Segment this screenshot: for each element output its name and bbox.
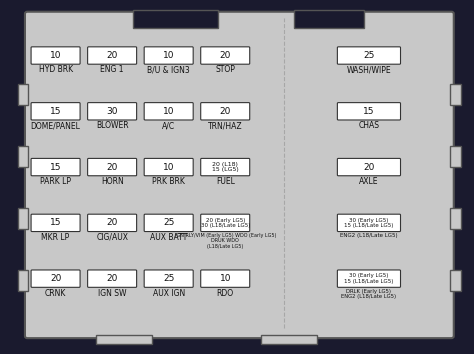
- Text: CRNK: CRNK: [45, 289, 66, 298]
- FancyBboxPatch shape: [88, 103, 137, 120]
- FancyBboxPatch shape: [31, 103, 80, 120]
- Text: PARK LP: PARK LP: [40, 177, 71, 186]
- Text: 25: 25: [163, 218, 174, 227]
- FancyBboxPatch shape: [144, 47, 193, 64]
- Text: 30: 30: [106, 107, 118, 116]
- FancyBboxPatch shape: [144, 270, 193, 287]
- FancyBboxPatch shape: [201, 214, 250, 232]
- Text: 15: 15: [50, 107, 61, 116]
- Text: CIG/AUX: CIG/AUX: [96, 233, 128, 242]
- Text: 10: 10: [50, 51, 61, 60]
- Bar: [96, 335, 152, 343]
- FancyBboxPatch shape: [31, 214, 80, 232]
- Text: AXLE: AXLE: [359, 177, 379, 186]
- FancyBboxPatch shape: [88, 214, 137, 232]
- Text: 20 (L18)
15 (LG5): 20 (L18) 15 (LG5): [212, 162, 238, 172]
- Bar: [261, 335, 317, 343]
- FancyBboxPatch shape: [201, 47, 250, 64]
- FancyBboxPatch shape: [201, 158, 250, 176]
- Text: 20: 20: [107, 162, 118, 172]
- FancyBboxPatch shape: [337, 214, 401, 232]
- Text: 20: 20: [50, 274, 61, 283]
- Text: 10: 10: [163, 162, 174, 172]
- FancyBboxPatch shape: [144, 158, 193, 176]
- Text: TRN/HAZ: TRN/HAZ: [208, 121, 243, 130]
- Bar: [18, 84, 28, 105]
- Text: 30 (Early LG5)
15 (L18/Late LG5): 30 (Early LG5) 15 (L18/Late LG5): [344, 218, 393, 228]
- Text: HORN: HORN: [101, 177, 124, 186]
- FancyBboxPatch shape: [201, 270, 250, 287]
- Bar: [133, 10, 218, 28]
- FancyBboxPatch shape: [337, 103, 401, 120]
- Text: 20: 20: [107, 274, 118, 283]
- Text: FUEL: FUEL: [216, 177, 235, 186]
- Bar: [18, 146, 28, 167]
- Bar: [450, 270, 461, 291]
- Text: B/U & IGN3: B/U & IGN3: [147, 65, 190, 74]
- FancyBboxPatch shape: [25, 12, 454, 338]
- Text: 25: 25: [163, 274, 174, 283]
- Text: STOP: STOP: [215, 65, 235, 74]
- Text: A/C: A/C: [162, 121, 175, 130]
- FancyBboxPatch shape: [88, 47, 137, 64]
- Text: HYD BRK: HYD BRK: [38, 65, 73, 74]
- Bar: [450, 84, 461, 105]
- Text: IGN RLY/VIM (Early LG5) WDO (Early LG5)
DRUK WDO
(L18/Late LG5): IGN RLY/VIM (Early LG5) WDO (Early LG5) …: [174, 233, 276, 249]
- FancyBboxPatch shape: [31, 158, 80, 176]
- FancyBboxPatch shape: [88, 158, 137, 176]
- Text: AUX IGN: AUX IGN: [153, 289, 185, 298]
- Bar: [18, 208, 28, 229]
- Text: 20: 20: [363, 162, 374, 172]
- Bar: [293, 10, 364, 28]
- Text: 15: 15: [363, 107, 374, 116]
- Text: 30 (Early LG5)
15 (L18/Late LG5): 30 (Early LG5) 15 (L18/Late LG5): [344, 273, 393, 284]
- FancyBboxPatch shape: [201, 103, 250, 120]
- Text: 10: 10: [163, 51, 174, 60]
- Text: 20 (Early LG5)
30 (L18/Late LG5): 20 (Early LG5) 30 (L18/Late LG5): [201, 218, 250, 228]
- Text: 20: 20: [219, 51, 231, 60]
- FancyBboxPatch shape: [337, 47, 401, 64]
- Text: 10: 10: [163, 107, 174, 116]
- Text: 20: 20: [219, 107, 231, 116]
- FancyBboxPatch shape: [88, 270, 137, 287]
- FancyBboxPatch shape: [144, 103, 193, 120]
- Text: 25: 25: [363, 51, 374, 60]
- Text: 20: 20: [107, 218, 118, 227]
- FancyBboxPatch shape: [337, 270, 401, 287]
- Text: 10: 10: [219, 274, 231, 283]
- Bar: [450, 146, 461, 167]
- Text: IGN SW: IGN SW: [98, 289, 127, 298]
- Text: AUX BATT: AUX BATT: [150, 233, 187, 242]
- Text: 20: 20: [107, 51, 118, 60]
- Text: BLOWER: BLOWER: [96, 121, 128, 130]
- Text: DOME/PANEL: DOME/PANEL: [31, 121, 81, 130]
- Text: RDO: RDO: [217, 289, 234, 298]
- Text: ENG 1: ENG 1: [100, 65, 124, 74]
- FancyBboxPatch shape: [31, 270, 80, 287]
- FancyBboxPatch shape: [31, 47, 80, 64]
- Text: 15: 15: [50, 162, 61, 172]
- Bar: [18, 270, 28, 291]
- Text: PRK BRK: PRK BRK: [152, 177, 185, 186]
- Text: WASH/WIPE: WASH/WIPE: [346, 65, 391, 74]
- FancyBboxPatch shape: [144, 214, 193, 232]
- Text: CHAS: CHAS: [358, 121, 380, 130]
- Text: 15: 15: [50, 218, 61, 227]
- Text: DRLK (Early LG5)
ENG2 (L18/Late LG5): DRLK (Early LG5) ENG2 (L18/Late LG5): [341, 289, 397, 299]
- FancyBboxPatch shape: [337, 158, 401, 176]
- Text: ENG2 (L18/Late LG5): ENG2 (L18/Late LG5): [340, 233, 398, 238]
- Bar: [450, 208, 461, 229]
- Text: MKR LP: MKR LP: [41, 233, 70, 242]
